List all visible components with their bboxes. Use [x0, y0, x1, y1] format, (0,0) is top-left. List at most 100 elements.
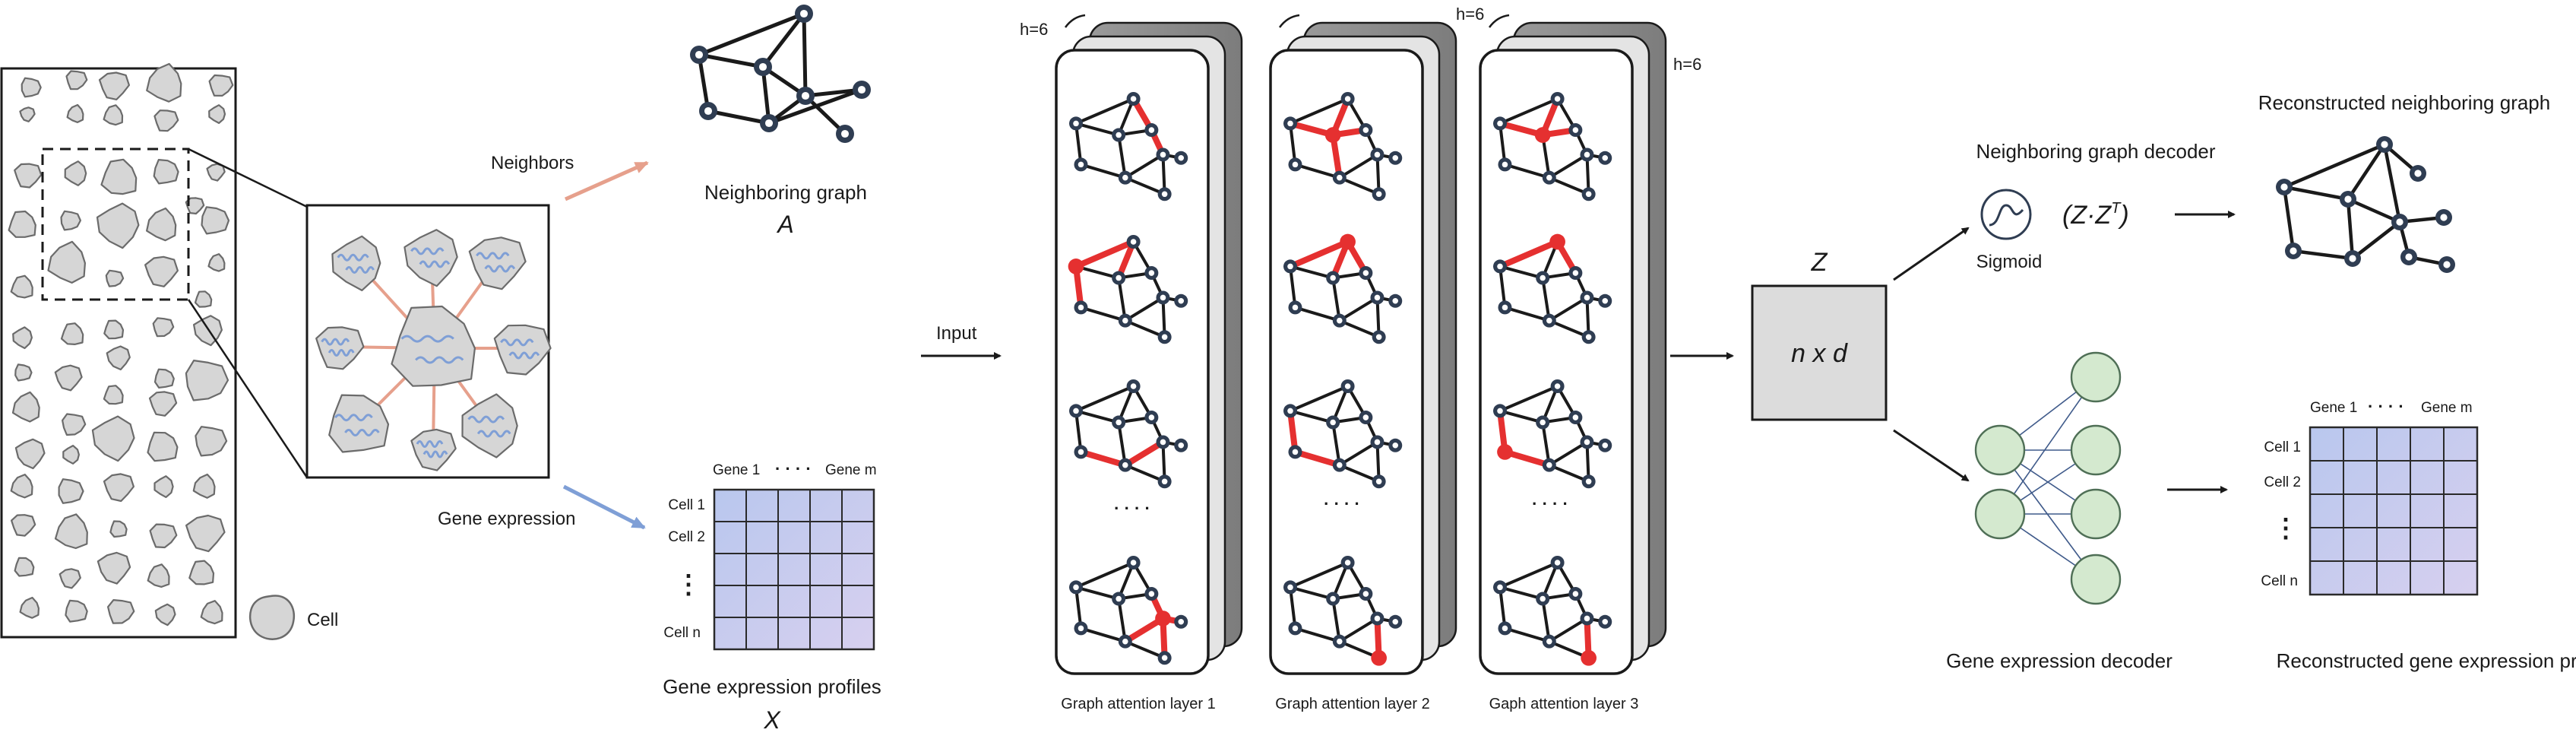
latent-dims: n x d [1791, 339, 1848, 368]
graph-node-core [1122, 462, 1128, 468]
mlp-neuron [1974, 488, 2026, 540]
neighbors-arrow [564, 160, 649, 201]
graph-edge [697, 11, 806, 57]
graph-edge [1123, 639, 1166, 660]
graph-node-core [1392, 618, 1399, 625]
graph-node-core [1130, 96, 1137, 102]
sigmoid-curve [1989, 204, 2024, 227]
mlp-neuron [1974, 424, 2026, 476]
graph-node-core [1497, 408, 1503, 414]
graph-edge [1337, 176, 1381, 196]
to-expression-decoder-arrow [1893, 429, 1970, 482]
graph-edge [1289, 265, 1335, 280]
attention-node [1068, 259, 1084, 274]
graph-edge [1289, 585, 1297, 630]
heads-label-layer-2: h=6 [1456, 5, 1484, 24]
graph-node-core [1497, 120, 1503, 127]
tissue-cell [58, 478, 84, 504]
tissue-cell [153, 109, 179, 132]
tissue-cell [19, 106, 36, 122]
tissue-section [0, 62, 309, 639]
tissue-cell [103, 319, 125, 340]
graph-node-core [1602, 442, 1609, 449]
graph-node-core [1572, 414, 1579, 420]
graph-edge [1293, 627, 1341, 643]
inset-cells [315, 229, 552, 471]
mlp-neuron [2070, 424, 2122, 476]
zoom-region [41, 148, 190, 301]
graph-edge [1331, 597, 1341, 643]
tissue-cell [188, 560, 215, 585]
graph-node-core [695, 50, 704, 59]
tissue-cell [201, 206, 230, 235]
latent-symbol: Z [1811, 248, 1828, 277]
graph-node-core [1330, 595, 1336, 602]
graph-decoder: Neighboring graph decoder Sigmoid (Z·ZT)… [1976, 91, 2550, 273]
tissue-cell [14, 163, 43, 189]
graph-node-core [1585, 191, 1592, 198]
matrix-body [713, 488, 875, 651]
tissue-cell [153, 475, 174, 498]
tissue-cell [62, 445, 80, 465]
gene-transcript [410, 247, 445, 255]
graph-node-core [1161, 655, 1168, 661]
graph-edge [1337, 296, 1379, 322]
graph-edge [1289, 561, 1350, 589]
graph-node-core [2443, 261, 2451, 268]
expression-decoder-title: Gene expression decoder [1946, 649, 2173, 672]
tissue-cell [11, 514, 36, 537]
tissue-cell [185, 197, 205, 215]
attention-head-3 [1493, 379, 1612, 489]
graph-node-core [1585, 334, 1592, 341]
gene-transcript [400, 335, 454, 343]
graph-node-core [1078, 304, 1084, 311]
graph-edge [1547, 296, 1589, 322]
out-col-dots: · · · · [2368, 397, 2404, 416]
tissue-cell [100, 158, 138, 195]
matrix-row-n: Cell n [663, 625, 701, 641]
graph-edge [1547, 440, 1589, 467]
graph-node-core [1116, 419, 1122, 426]
tissue-cell [146, 62, 182, 103]
graph-node-core [1130, 383, 1137, 389]
attention-layers [1055, 14, 1667, 675]
tissue-cell [147, 431, 179, 462]
graph-edge [1074, 585, 1083, 630]
graph-node-core [2440, 214, 2448, 221]
graph-node-core [1287, 263, 1293, 270]
graph-edge [706, 109, 771, 125]
head-bracket [1488, 14, 1510, 28]
graph-node-core [1497, 584, 1503, 591]
tissue-cell [11, 391, 40, 423]
graph-edge [2346, 197, 2355, 261]
tissue-cell [185, 360, 229, 401]
graph-node-core [1130, 239, 1137, 245]
graph-decoder-title: Neighboring graph decoder [1976, 140, 2215, 163]
attention-node [1324, 127, 1341, 143]
graph-node-core [1178, 618, 1185, 625]
graph-node-core [1116, 595, 1122, 602]
graph-node-core [1602, 297, 1609, 304]
gene-transcript [334, 414, 373, 422]
graph-node-core [1148, 591, 1155, 597]
graph-edge [1547, 176, 1590, 196]
graph-node-core [1148, 270, 1155, 276]
graph-node-core [1287, 408, 1293, 414]
gene-transcript [484, 265, 516, 273]
gene-transcript [345, 266, 375, 274]
graph-edge [1289, 385, 1350, 413]
graph-edge [1547, 319, 1590, 339]
graph-edge [1074, 97, 1135, 125]
gene-transcript [337, 253, 369, 262]
graph-node-core [857, 85, 866, 94]
graph-node-core [1160, 439, 1166, 446]
neighbors-label: Neighbors [491, 153, 574, 173]
graph-edge [1498, 385, 1559, 413]
formula-sup: T [2111, 200, 2122, 217]
graph-node-core [1116, 274, 1122, 281]
graph-node-core [1178, 297, 1185, 304]
attention-head-2 [1283, 233, 1403, 344]
graph-edge [1117, 276, 1127, 322]
graph-edge [1074, 409, 1083, 454]
tissue-cell [153, 368, 175, 389]
